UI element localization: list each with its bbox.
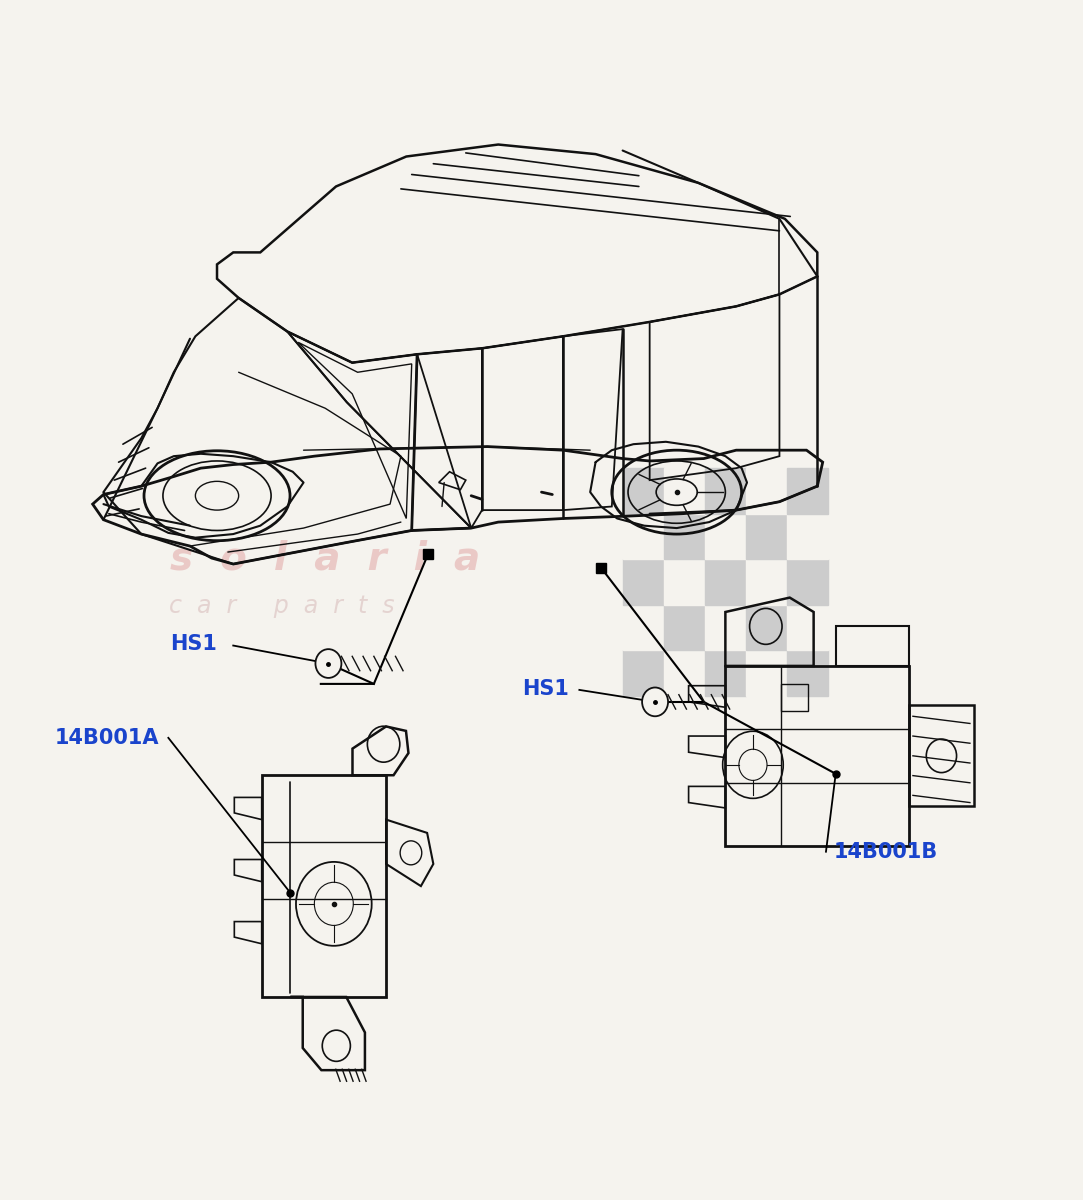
Bar <box>664 605 705 650</box>
Text: HS1: HS1 <box>522 679 569 698</box>
Bar <box>705 605 746 650</box>
Bar <box>623 468 664 514</box>
Text: s  o  l  a  r  i  a: s o l a r i a <box>170 539 480 577</box>
Bar <box>787 559 828 605</box>
Bar <box>623 650 664 696</box>
Bar <box>705 650 746 696</box>
Text: 14B001B: 14B001B <box>834 841 938 862</box>
Bar <box>746 468 787 514</box>
Bar <box>664 468 705 514</box>
Text: HS1: HS1 <box>170 635 217 654</box>
Bar <box>787 650 828 696</box>
Text: c  a  r     p  a  r  t  s: c a r p a r t s <box>169 594 394 618</box>
Bar <box>705 468 746 514</box>
Bar <box>746 650 787 696</box>
Bar <box>787 468 828 514</box>
Bar <box>746 514 787 559</box>
Bar <box>623 559 664 605</box>
Bar <box>664 559 705 605</box>
Text: 14B001A: 14B001A <box>55 728 159 748</box>
Bar <box>664 514 705 559</box>
Circle shape <box>315 649 341 678</box>
Bar <box>664 650 705 696</box>
Bar <box>705 514 746 559</box>
Bar <box>623 514 664 559</box>
Bar <box>705 559 746 605</box>
Bar <box>746 559 787 605</box>
Bar <box>787 605 828 650</box>
Bar <box>787 514 828 559</box>
Bar <box>623 605 664 650</box>
Bar <box>746 605 787 650</box>
Circle shape <box>642 688 668 716</box>
